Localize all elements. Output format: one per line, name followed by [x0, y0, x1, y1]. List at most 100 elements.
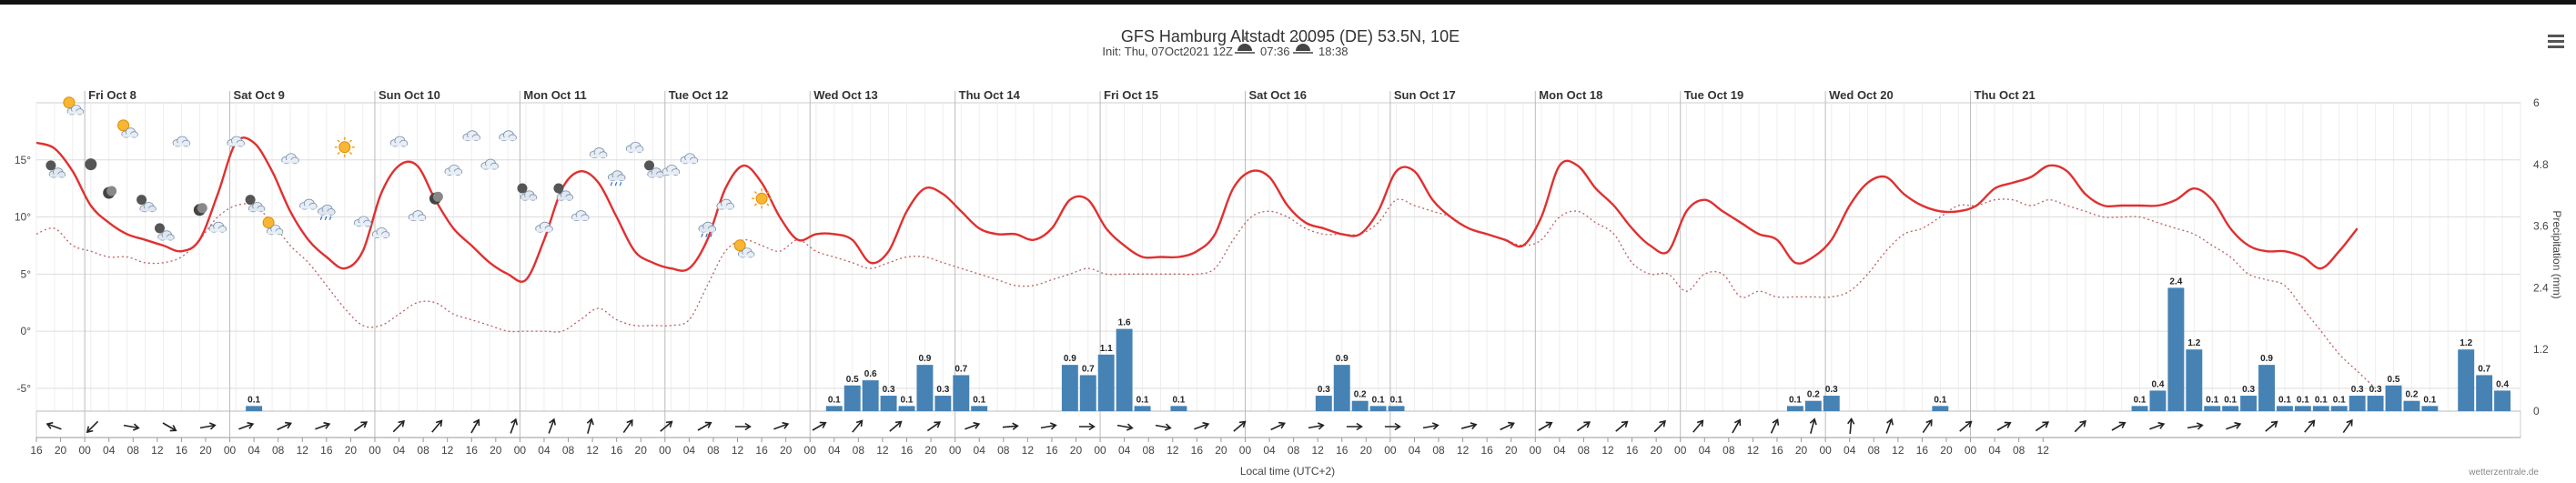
wind-arrow: [123, 423, 140, 431]
x-tick-label: 12: [151, 444, 164, 457]
cloud-icon: [480, 158, 499, 170]
wind-shaft: [2226, 423, 2240, 430]
cloud-part: [445, 171, 461, 175]
precip-label: 0.9: [2260, 354, 2273, 364]
precip-label: 0.3: [883, 385, 895, 395]
precip-label: 0.1: [2134, 395, 2147, 405]
wind-head: [855, 419, 864, 428]
precip-bar: [246, 406, 263, 411]
x-tick-label: 00: [369, 444, 381, 457]
x-tick-label: 00: [1819, 444, 1832, 457]
sun-ray: [753, 203, 757, 206]
wind-arrow: [2111, 421, 2126, 431]
precip-label: 0.2: [1807, 390, 1820, 400]
cloud-part: [209, 228, 226, 232]
cloud-icon: [208, 221, 227, 233]
wind-head: [1508, 421, 1515, 429]
rain-drop: [701, 233, 703, 237]
night-cloud-icon: [136, 195, 157, 213]
x-tick-label: 04: [1844, 444, 1856, 457]
wind-shaft: [353, 421, 367, 432]
x-tick-label: 16: [30, 444, 43, 457]
precipitation-bars: 0.1 0.1 0.5 0.6 0.3 0.1 0.9 0.3 0.7 0.1 0.9 0.7 1.1 1…: [246, 277, 2511, 411]
cloud-part: [521, 196, 536, 200]
precip-bar: [2385, 385, 2402, 411]
wind-head: [782, 421, 790, 429]
cloud-icon: [444, 164, 463, 176]
init-time: Init: Thu, 07Oct2021 12Z: [1102, 45, 1233, 58]
moon-disc: [155, 223, 165, 234]
precip-label: 0.7: [1082, 364, 1095, 374]
rain-cloud-icon: [607, 170, 626, 186]
night-cloud-icon: [155, 223, 175, 241]
x-tick-label: 20: [1070, 444, 1083, 457]
precip-bar: [2149, 390, 2167, 411]
night-cloud-icon: [553, 183, 574, 201]
wind-shaft: [86, 420, 99, 433]
cloud-part: [557, 196, 572, 200]
wind-shaft: [1922, 419, 1933, 434]
moon-disc: [136, 195, 147, 206]
wind-arrow: [1770, 418, 1780, 434]
day-label: Tue Oct 12: [669, 88, 729, 102]
wind-arrow: [510, 418, 518, 434]
wind-arrow: [1692, 419, 1704, 433]
precip-bar: [1079, 375, 1096, 411]
cloud-icon: [408, 210, 427, 222]
chart-title: GFS Hamburg Altstadt 20095 (DE) 53.5N, 1…: [1121, 27, 1460, 45]
wind-shaft: [1002, 425, 1017, 428]
sun-ray: [753, 190, 757, 195]
x-tick-label: 16: [1336, 444, 1349, 457]
menu-icon[interactable]: [2548, 35, 2564, 48]
precip-label: 0.3: [936, 385, 949, 395]
precip-bar: [1116, 328, 1133, 411]
wind-arrow: [2074, 419, 2086, 433]
precip-label: 1.2: [2460, 338, 2472, 348]
wind-shaft: [2265, 421, 2278, 432]
wind-arrow: [1346, 422, 1363, 431]
wind-head: [2308, 419, 2316, 428]
moon-shade: [197, 203, 207, 214]
wind-shaft: [1422, 424, 1438, 429]
x-tick-label: 08: [127, 444, 140, 457]
cloud-icon: [499, 130, 517, 142]
x-tick-label: 20: [199, 444, 212, 457]
day-label: Thu Oct 21: [1975, 88, 2036, 102]
wind-head: [894, 420, 903, 428]
wind-head: [1049, 422, 1057, 430]
rain-drop: [610, 181, 613, 186]
wind-arrow: [162, 422, 177, 432]
rain-cloud-icon: [698, 221, 717, 237]
wind-arrow: [660, 420, 673, 432]
wind-head: [208, 422, 217, 430]
cloud-icon: [462, 130, 480, 142]
moon-shade: [106, 186, 117, 196]
wind-shaft: [1500, 422, 1514, 431]
left-tick-label: 10°: [15, 211, 31, 224]
wind-arrow: [889, 420, 903, 432]
wind-head: [704, 421, 712, 428]
x-tick-label: 00: [1094, 444, 1106, 457]
wind-shaft: [1270, 422, 1285, 431]
wind-arrow: [238, 421, 255, 430]
x-tick-label: 12: [586, 444, 599, 457]
wind-head: [1965, 420, 1973, 428]
x-tick-label: 08: [707, 444, 720, 457]
wind-arrow: [586, 418, 594, 434]
cloud-part: [300, 206, 317, 209]
x-tick-label: 16: [1480, 444, 1493, 457]
wind-arrow: [1308, 422, 1325, 430]
precip-bar: [1823, 396, 1840, 411]
credit-text: wetterzentrale.de: [2468, 468, 2539, 478]
precip-label: 1.2: [2187, 338, 2200, 348]
precip-label: 0.1: [973, 395, 985, 405]
cloud-icon: [716, 198, 734, 210]
x-tick-label: 08: [1143, 444, 1156, 457]
wind-shaft: [1810, 419, 1815, 434]
grid: [35, 102, 2521, 438]
x-tick-label: 00: [78, 444, 91, 457]
wind-head: [1772, 418, 1780, 426]
precip-label: 0.9: [918, 354, 931, 364]
wind-arrow: [2265, 420, 2278, 432]
x-tick-label: 04: [1409, 444, 1421, 457]
